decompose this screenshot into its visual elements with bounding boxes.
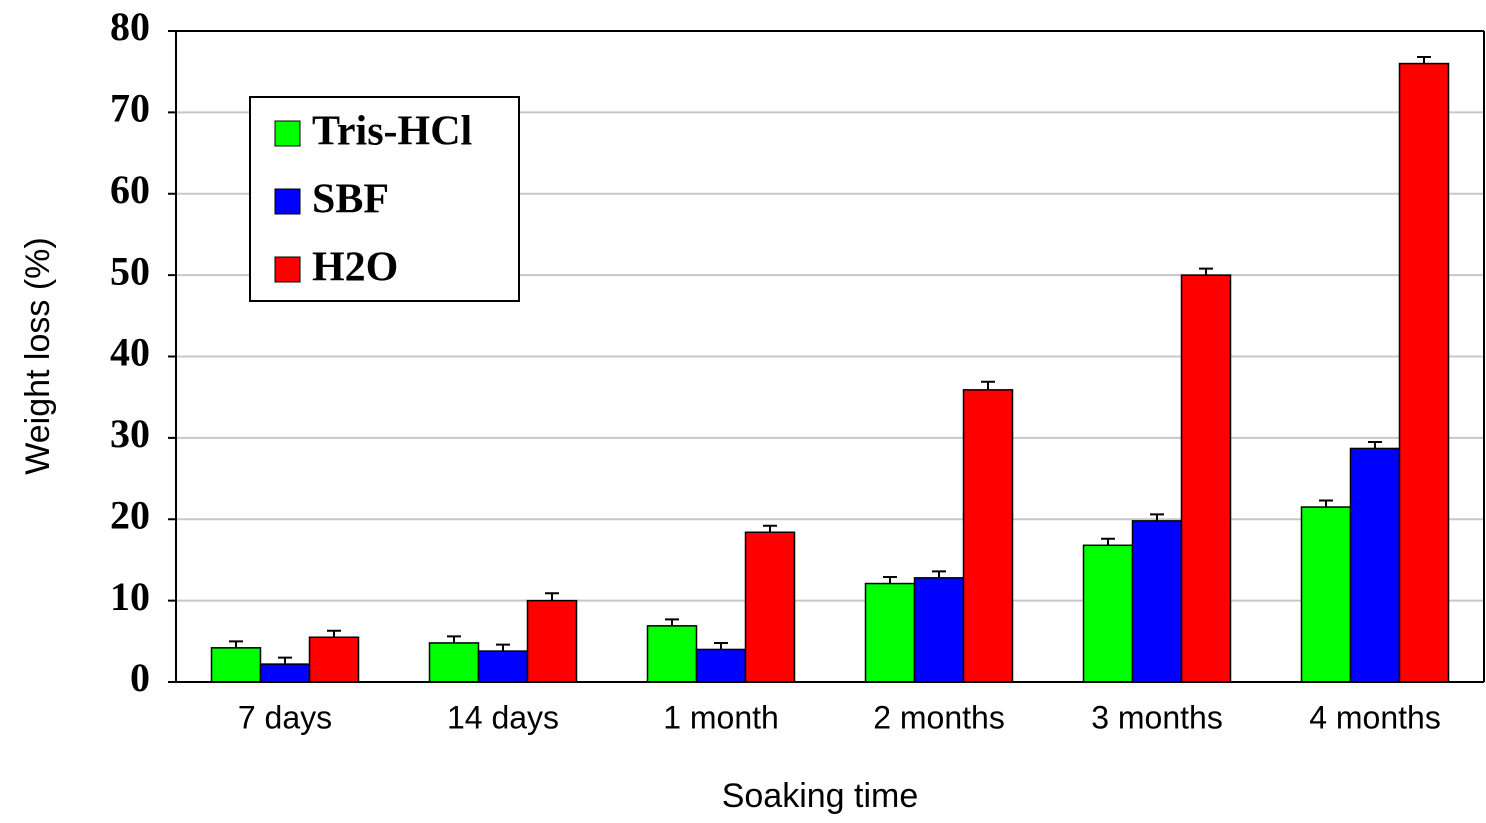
error-bar <box>932 570 946 578</box>
error-bar <box>981 380 995 390</box>
bar <box>1349 447 1401 683</box>
y-axis-title: Weight loss (%) <box>19 237 57 474</box>
bar <box>695 648 747 683</box>
y-tick-label: 0 <box>130 655 150 700</box>
x-tick-label: 4 months <box>1309 699 1441 735</box>
legend-label: H2O <box>312 245 398 291</box>
error-bar <box>714 641 728 650</box>
x-tick-label: 2 months <box>873 699 1005 735</box>
error-bar <box>1417 56 1431 64</box>
bar <box>1180 274 1232 683</box>
legend-swatch <box>274 188 301 215</box>
bar <box>962 389 1014 683</box>
bar <box>1131 520 1183 683</box>
x-tick-label: 7 days <box>238 699 332 735</box>
bar <box>1082 544 1134 683</box>
y-tick-label: 30 <box>110 411 150 456</box>
y-tick-label: 10 <box>110 574 150 619</box>
x-axis-title: Soaking time <box>722 777 919 815</box>
error-bar <box>763 524 777 533</box>
error-bar <box>229 640 243 648</box>
bar <box>308 636 360 683</box>
bar <box>526 599 578 683</box>
error-bar <box>327 629 341 638</box>
bar <box>428 642 480 683</box>
bar <box>1398 62 1450 683</box>
y-tick-label: 20 <box>110 492 150 537</box>
error-bar <box>545 592 559 601</box>
error-bar <box>447 635 461 643</box>
y-tick-label: 70 <box>110 86 150 131</box>
bar <box>744 531 796 683</box>
legend-swatch <box>274 120 301 147</box>
x-tick-label: 3 months <box>1091 699 1223 735</box>
y-tick-label: 50 <box>110 248 150 293</box>
error-bar <box>883 576 897 584</box>
legend-label: SBF <box>312 177 389 223</box>
legend-label: Tris-HCl <box>312 109 472 155</box>
bar <box>864 582 916 683</box>
bar <box>646 625 698 683</box>
error-bar <box>496 643 510 652</box>
y-tick-label: 40 <box>110 330 150 375</box>
bar <box>477 650 529 683</box>
y-tick-label: 60 <box>110 167 150 212</box>
bar <box>259 663 311 683</box>
x-tick-label: 1 month <box>663 699 779 735</box>
error-bar <box>1368 440 1382 449</box>
bar <box>913 577 965 683</box>
y-tick-label: 80 <box>110 4 150 49</box>
error-bar <box>665 618 679 626</box>
legend-swatch <box>274 256 301 283</box>
error-bar <box>1319 499 1333 508</box>
bar <box>1300 506 1352 683</box>
error-bar <box>278 656 292 665</box>
x-tick-label: 14 days <box>447 699 559 735</box>
error-bar <box>1199 267 1213 276</box>
bar <box>210 647 262 683</box>
error-bar <box>1101 537 1115 546</box>
error-bar <box>1150 513 1164 521</box>
